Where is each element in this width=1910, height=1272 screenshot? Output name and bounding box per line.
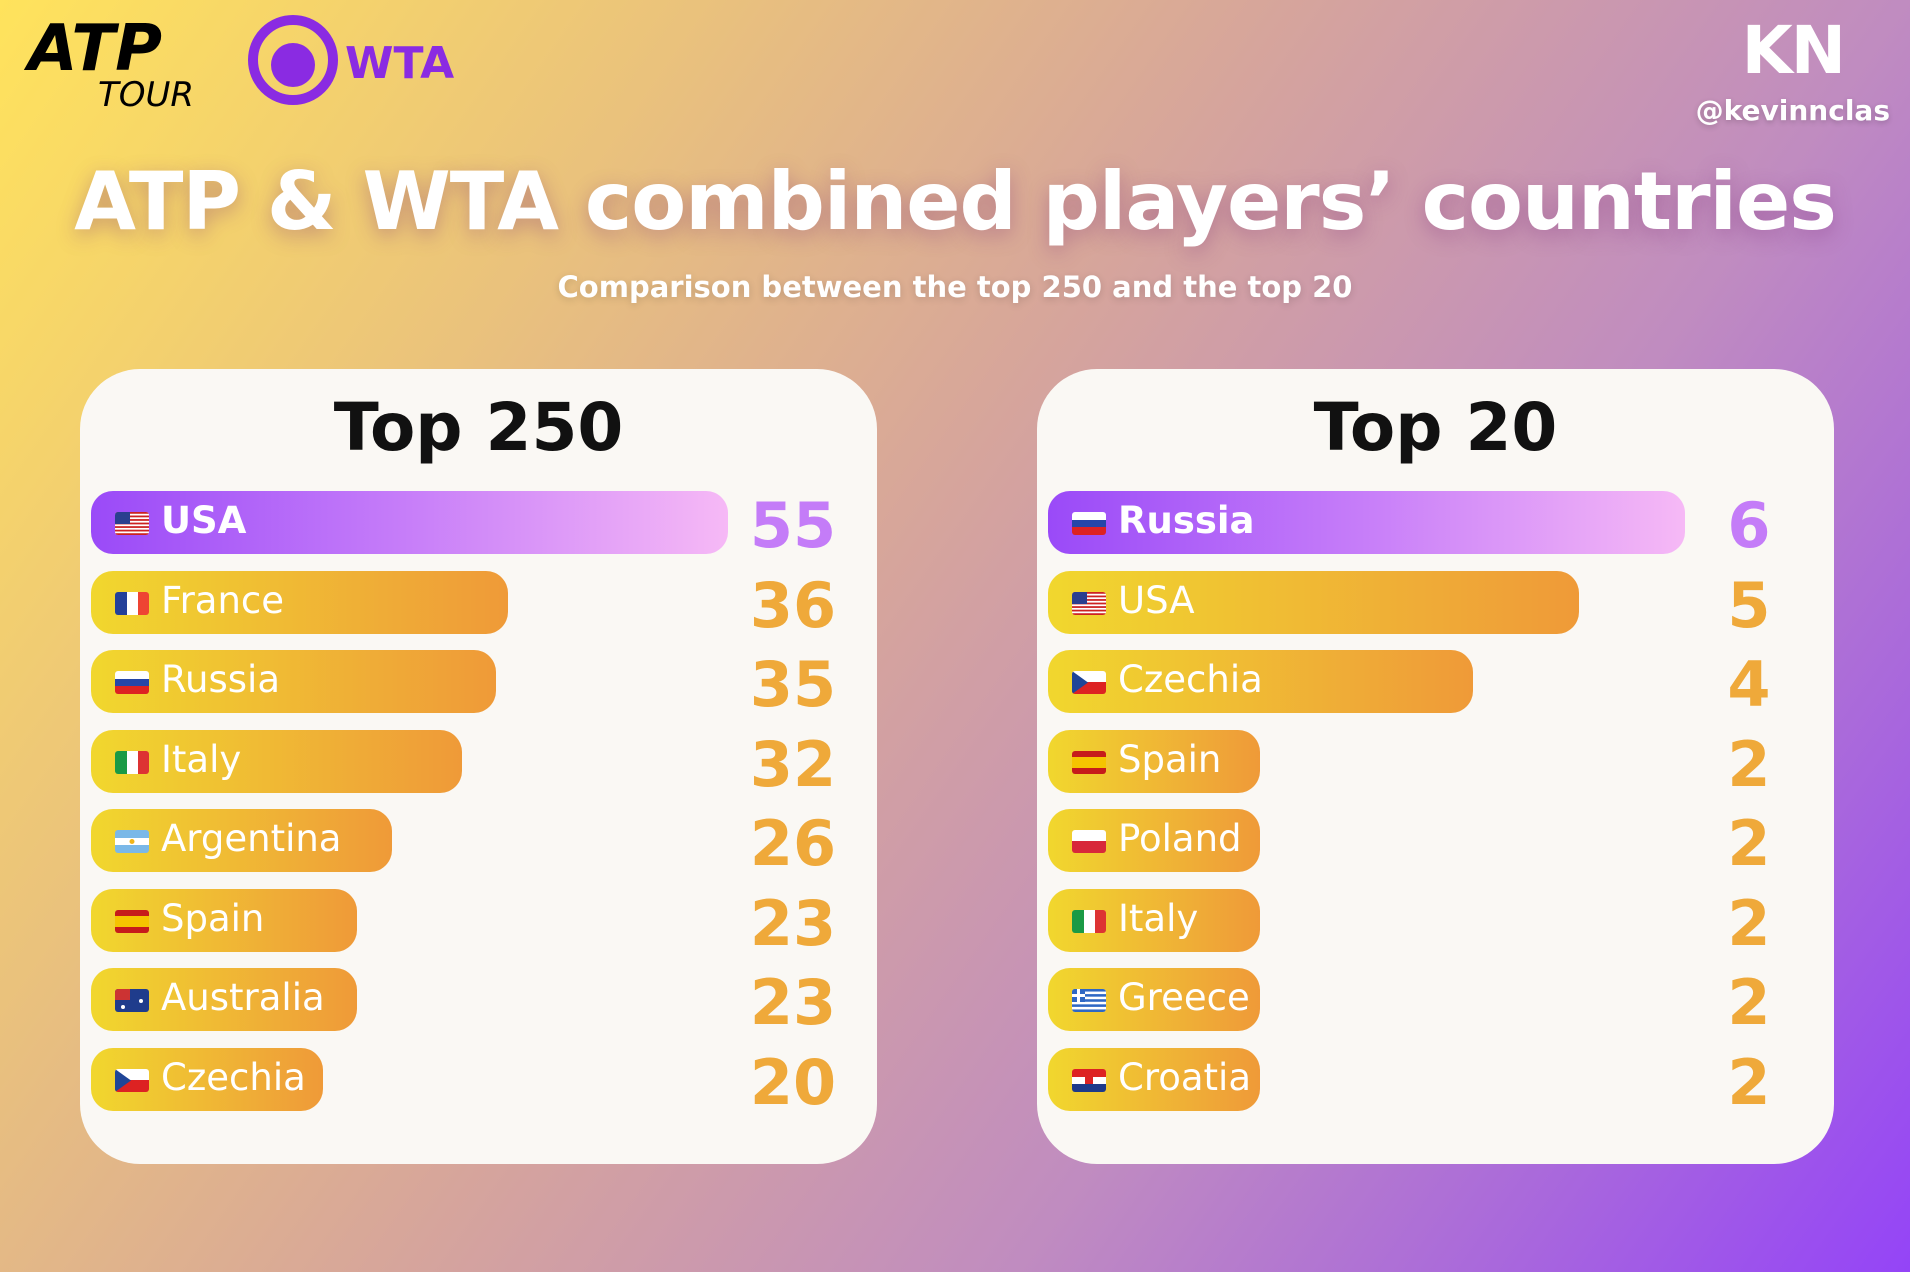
value-label: 6: [1727, 489, 1771, 562]
country-label: Poland: [1118, 817, 1242, 860]
bar-row: Russia 6: [1048, 489, 1828, 562]
svg-text:WTA: WTA: [345, 38, 454, 89]
flag-us-icon: [1072, 591, 1106, 615]
value-label: 26: [749, 807, 837, 880]
svg-text:TOUR: TOUR: [98, 75, 194, 112]
top-20-panel: Top 20 Russia 6 USA 5 Czechia 4 Spain 2 Poland 2 I…: [1037, 369, 1834, 1164]
flag-it-icon: [1072, 909, 1106, 933]
flag-ru-icon: [1072, 512, 1106, 535]
flag-ru-icon: [115, 671, 149, 694]
bar-row: Italy 32: [91, 728, 871, 801]
svg-text:ATP: ATP: [23, 12, 162, 86]
country-label: USA: [1118, 578, 1195, 622]
value-label: 55: [749, 489, 837, 562]
author-handle: @kevinnclas: [1695, 94, 1890, 127]
value-label: 2: [1727, 807, 1771, 880]
value-label: 2: [1727, 1045, 1771, 1119]
value-label: 2: [1727, 727, 1771, 801]
bar-row: Czechia 4: [1048, 648, 1828, 721]
bar: [91, 650, 497, 713]
country-label: Australia: [161, 976, 325, 1019]
value-label: 2: [1727, 886, 1771, 960]
bar-row: USA 55: [91, 489, 871, 562]
top-250-panel: Top 250 USA 55 France 36 Russia 35 Italy 32 Arge…: [80, 369, 877, 1164]
bar: [91, 570, 508, 634]
country-label: Czechia: [161, 1055, 306, 1099]
bar-row: Italy 2: [1048, 887, 1828, 960]
value-label: 23: [749, 886, 837, 960]
flag-gr-icon: [1072, 989, 1106, 1012]
author-brand: KN @kevinnclas: [1695, 12, 1890, 128]
bar-row: Australia 23: [91, 966, 871, 1039]
bar-row: USA 5: [1048, 569, 1828, 642]
country-label: Greece: [1118, 976, 1250, 1019]
bar-row: Spain 23: [91, 887, 871, 960]
country-label: USA: [161, 499, 247, 542]
value-label: 32: [749, 727, 837, 801]
country-label: Spain: [1118, 737, 1222, 781]
panel-title: Top 20: [1313, 389, 1558, 466]
country-label: France: [161, 578, 285, 622]
country-label: Russia: [161, 658, 281, 701]
country-label: Italy: [1118, 896, 1199, 940]
value-label: 4: [1727, 648, 1771, 721]
value-label: 20: [749, 1045, 837, 1119]
country-label: Croatia: [1118, 1055, 1252, 1099]
bar: [1048, 650, 1473, 713]
page-title: ATP & WTA combined players’ countries: [74, 155, 1837, 248]
bar-row: Greece 2: [1048, 966, 1828, 1039]
country-label: Italy: [161, 737, 242, 781]
bar-row: Russia 35: [91, 648, 871, 721]
flag-pl-icon: [1072, 830, 1106, 853]
bar: [91, 729, 462, 793]
panel-title: Top 250: [333, 389, 624, 466]
bar-row: Spain 2: [1048, 728, 1828, 801]
value-label: 5: [1727, 568, 1771, 642]
value-label: 36: [749, 568, 837, 642]
country-label: Czechia: [1118, 658, 1263, 701]
bar: [91, 491, 728, 554]
bar-row: Czechia 20: [91, 1046, 871, 1119]
flag-hr-icon: [1072, 1068, 1106, 1092]
flag-es-icon: [115, 909, 149, 933]
page-subtitle: Comparison between the top 250 and the t…: [557, 270, 1353, 304]
flag-it-icon: [115, 750, 149, 774]
bar-row: Poland 2: [1048, 807, 1828, 880]
bar-row: Croatia 2: [1048, 1046, 1828, 1119]
wta-logo: WTA: [248, 15, 454, 105]
atp-tour-logo: ATP TOUR: [23, 12, 194, 112]
flag-es-icon: [1072, 750, 1106, 774]
bar: [1048, 570, 1579, 634]
flag-us-icon: [115, 512, 149, 535]
kn-logo: KN: [1741, 12, 1846, 89]
country-label: Argentina: [161, 817, 342, 860]
country-label: Spain: [161, 896, 265, 940]
flag-cz-icon: [1072, 671, 1106, 694]
bar-row: Argentina 26: [91, 807, 871, 880]
bar: [1048, 491, 1685, 554]
value-label: 35: [749, 648, 837, 721]
flag-fr-icon: [115, 591, 149, 615]
value-label: 2: [1727, 966, 1771, 1039]
flag-au-icon: [115, 989, 149, 1012]
country-label: Russia: [1118, 499, 1255, 542]
bar-row: France 36: [91, 569, 871, 642]
flag-ar-icon: [115, 830, 149, 853]
value-label: 23: [749, 966, 837, 1039]
flag-cz-icon: [115, 1068, 149, 1092]
